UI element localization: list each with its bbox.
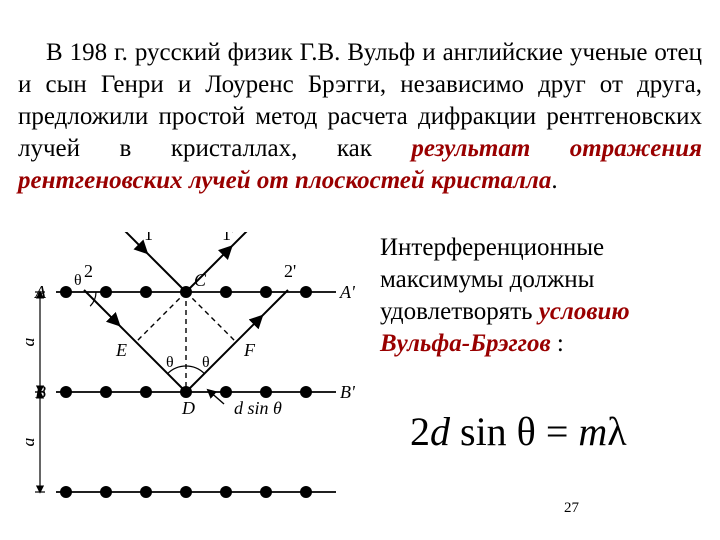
svg-text:d sin θ: d sin θ xyxy=(234,398,282,418)
page-number: 27 xyxy=(564,500,579,517)
svg-text:θ: θ xyxy=(74,272,82,289)
svg-text:F: F xyxy=(243,340,256,360)
main-paragraph: В 198 г. русский физик Г.В. Вульф и англ… xyxy=(18,37,702,197)
svg-text:B': B' xyxy=(340,382,356,402)
svg-text:d: d xyxy=(26,337,38,347)
svg-text:θ: θ xyxy=(166,354,174,371)
svg-text:C: C xyxy=(194,270,207,290)
svg-text:E: E xyxy=(115,340,127,360)
svg-text:θ: θ xyxy=(202,354,210,371)
svg-text:1': 1' xyxy=(222,232,234,244)
svg-text:2: 2 xyxy=(84,261,93,281)
right-suffix: : xyxy=(551,330,564,357)
svg-text:1: 1 xyxy=(144,232,153,244)
svg-text:D: D xyxy=(181,398,195,418)
bragg-diagram: AA'BB'11'22'CDEFθθθddd sin θ xyxy=(26,232,356,530)
right-paragraph: Интерференционные максимумы должны удовл… xyxy=(380,232,700,360)
bragg-formula: 2d sin θ = mλ xyxy=(410,408,627,455)
para-suffix: . xyxy=(551,167,557,194)
svg-text:d: d xyxy=(26,437,38,447)
svg-text:A': A' xyxy=(339,282,356,302)
svg-text:2': 2' xyxy=(284,261,296,281)
